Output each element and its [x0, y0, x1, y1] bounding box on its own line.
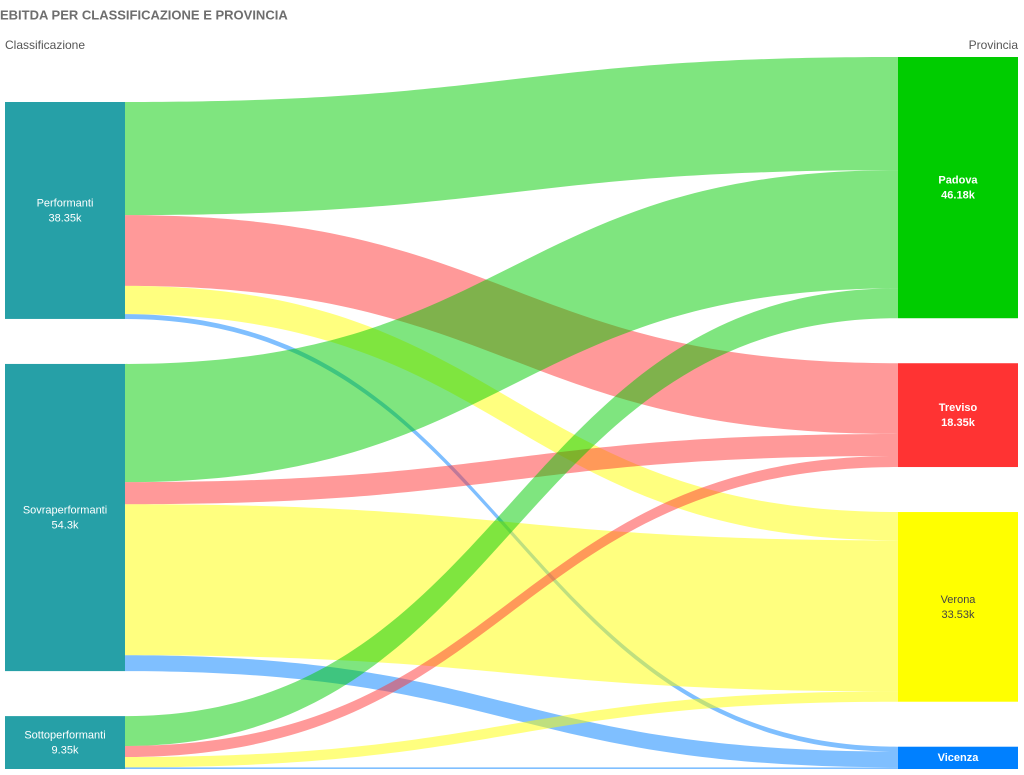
link — [125, 285, 898, 541]
link — [125, 504, 898, 692]
node-name: Sottoperformanti — [24, 729, 105, 741]
link — [125, 767, 898, 769]
chart-title: EBITDA PER CLASSIFICAZIONE E PROVINCIA — [0, 7, 288, 22]
target-node — [898, 746, 1018, 769]
link — [125, 433, 898, 505]
source-header: Classificazione — [5, 38, 85, 52]
target-node — [898, 363, 1018, 468]
link — [125, 456, 898, 758]
node-value: 9.35k — [52, 744, 79, 756]
node-name: Performanti — [37, 197, 94, 209]
node-name: Vicenza — [938, 752, 980, 764]
node-value: 33.53k — [941, 609, 975, 621]
node-value: 38.35k — [48, 212, 82, 224]
source-node — [5, 363, 125, 672]
node-name: Sovraperformanti — [23, 504, 107, 516]
link — [125, 655, 898, 768]
target-node — [898, 512, 1018, 702]
source-node — [5, 716, 125, 769]
node-name: Treviso — [939, 402, 978, 414]
node-name: Padova — [938, 175, 978, 187]
link — [125, 57, 898, 216]
link — [125, 170, 898, 483]
node-value: 46.18k — [941, 190, 976, 202]
target-node — [898, 57, 1018, 319]
node-value: 54.3k — [52, 519, 79, 531]
link — [125, 691, 898, 768]
node-value: 18.35k — [941, 417, 976, 429]
target-header: Provincia — [969, 38, 1019, 52]
link — [125, 288, 898, 746]
source-node — [5, 102, 125, 319]
node-name: Verona — [941, 594, 977, 606]
